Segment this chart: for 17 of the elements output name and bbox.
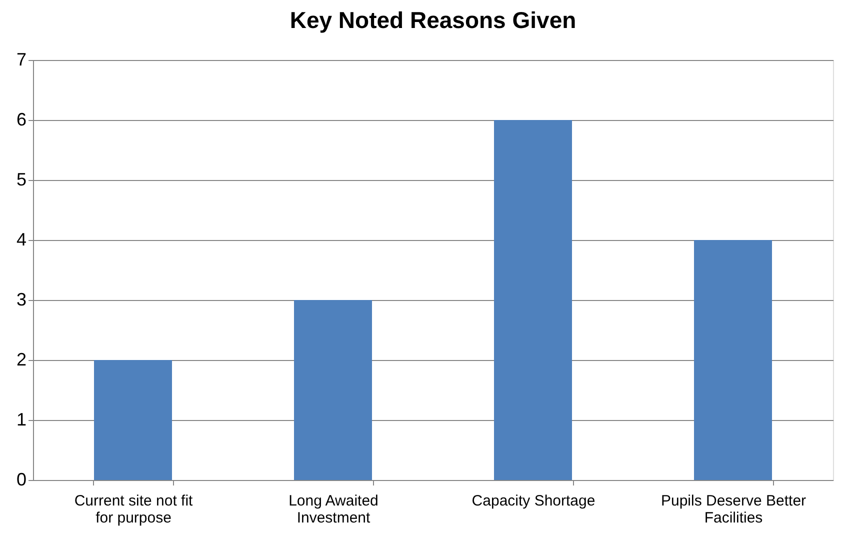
y-tick-label: 2 (16, 350, 26, 370)
bar (294, 300, 372, 480)
bar (94, 360, 172, 480)
chart-title: Key Noted Reasons Given (290, 7, 576, 33)
bar (694, 240, 772, 480)
bar (494, 120, 572, 480)
x-tick-label: Current site not fit for purpose (74, 492, 194, 526)
y-tick-label: 5 (16, 170, 26, 190)
y-tick-label: 1 (16, 410, 26, 430)
y-tick-label: 0 (16, 470, 26, 490)
y-tick-label: 7 (16, 50, 26, 70)
y-tick-label: 6 (16, 110, 26, 130)
y-tick-label: 4 (16, 230, 26, 250)
y-tick-label: 3 (16, 290, 26, 310)
x-tick-label: Long Awaited Investment (288, 492, 378, 526)
x-tick-label: Pupils Deserve Better Facilities (660, 492, 806, 526)
x-tick-label: Capacity Shortage (472, 492, 596, 510)
